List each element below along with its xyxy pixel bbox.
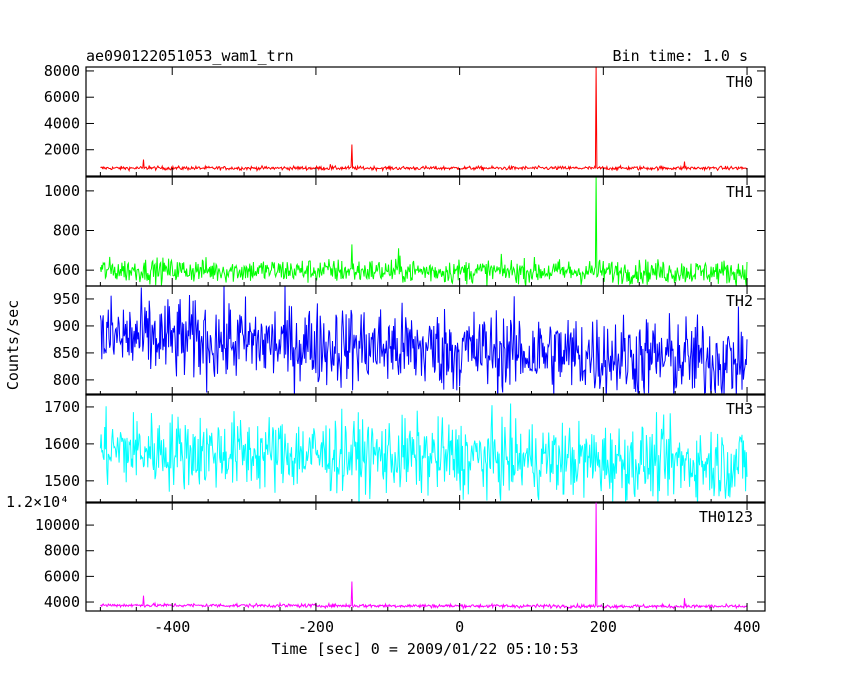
bin-time-label: Bin time: 1.0 s (613, 47, 748, 65)
y-tick-label: 2000 (44, 141, 80, 159)
panel-name-label: TH2 (726, 292, 753, 310)
y-tick-label: 1700 (44, 398, 80, 416)
panel-th3: 1500 1600 1700 TH3 (44, 393, 766, 504)
y-tick-label: 8000 (44, 542, 80, 560)
panel-name-label: TH1 (726, 183, 753, 201)
x-tick-label: 200 (590, 618, 617, 636)
panel-th0123: 4000 6000 8000 10000 TH0123 1.2×10⁴ (6, 493, 766, 612)
y-tick-label: 1600 (44, 435, 80, 453)
x-axis-label: Time [sec] 0 = 2009/01/22 05:10:53 (271, 640, 578, 658)
x-tick-label: -200 (298, 618, 334, 636)
series-line-th3 (99, 403, 748, 503)
y-tick-label: 8000 (44, 62, 80, 80)
x-axis-ticks: -400 -200 0 200 400 (154, 618, 760, 636)
y-tick-label: 6000 (44, 88, 80, 106)
y-tick-label: 850 (53, 344, 80, 362)
y-tick-label: 4000 (44, 114, 80, 132)
panel-frame (85, 66, 766, 177)
panel-frame (85, 393, 766, 504)
y-tick-label: 1000 (44, 182, 80, 200)
y-tick-label: 10000 (35, 516, 80, 534)
panel-name-label: TH0 (726, 73, 753, 91)
series-line-th0123 (100, 502, 748, 611)
y-tick-label: 800 (53, 371, 80, 389)
series-line-th1 (99, 177, 748, 286)
x-tick-label: 400 (733, 618, 760, 636)
series-line-th0 (100, 67, 748, 173)
y-tick-label: 1500 (44, 472, 80, 490)
panel-name-label: TH3 (726, 400, 753, 418)
x-tick-label: 0 (455, 618, 464, 636)
chart-title: ae090122051053_wam1_trn (86, 47, 294, 65)
series-line-th2 (99, 286, 748, 395)
panel-th1: 600 800 1000 TH1 (44, 176, 766, 287)
chart-panels: 2000 4000 6000 8000 TH0 600 800 1000 TH1 800 850 90… (6, 62, 766, 612)
panel-name-label: TH0123 (699, 508, 753, 526)
panel-th2: 800 850 900 950 TH2 (53, 285, 766, 396)
y-tick-label: 950 (53, 290, 80, 308)
panel-frame (85, 285, 766, 396)
panel-th0: 2000 4000 6000 8000 TH0 (44, 62, 766, 177)
y-tick-label: 900 (53, 317, 80, 335)
panel-frame (85, 501, 766, 612)
y-tick-label: 6000 (44, 567, 80, 585)
x-tick-label: -400 (154, 618, 190, 636)
y-tick-label: 600 (53, 261, 80, 279)
y-tick-label: 4000 (44, 593, 80, 611)
y-scale-label: 1.2×10⁴ (6, 493, 69, 511)
y-tick-label: 800 (53, 222, 80, 240)
y-axis-label: Counts/sec (4, 300, 22, 390)
